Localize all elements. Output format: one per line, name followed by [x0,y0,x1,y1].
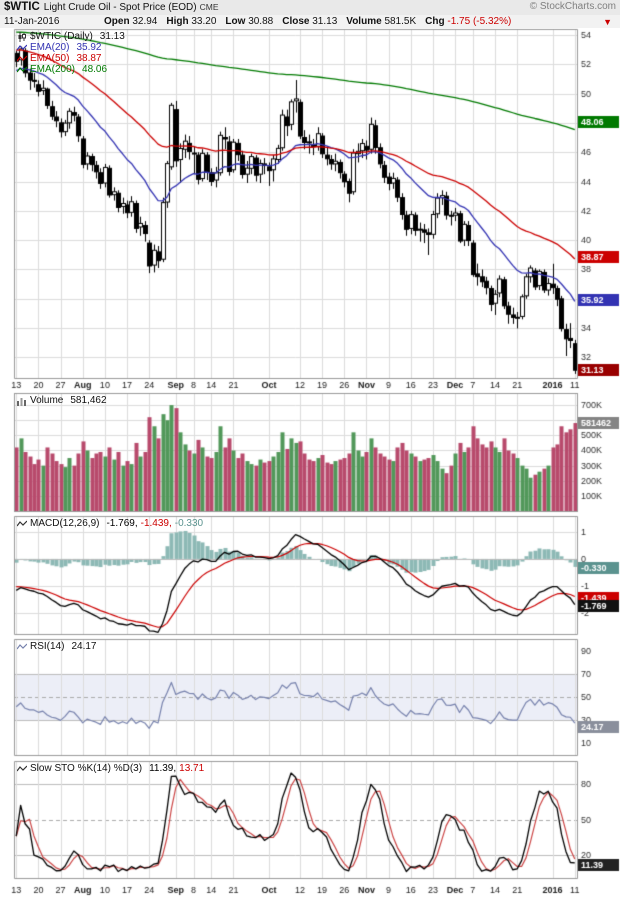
rsi-value: 24.17 [71,641,97,652]
price-panel-canvas [0,28,620,391]
quote-volume: Volume 581.5K [346,16,417,27]
macd-legend: MACD(12,26,9) -1.769, -1.439, -0.330 [17,518,203,529]
symbol: $WTIC [4,1,40,13]
ema200-legend-row: EMA(200) 48.06 [17,64,125,75]
quote-low: Low 30.88 [225,16,274,27]
quote-open: Open 32.94 [104,16,158,27]
sto-k-value: 11.39, [149,763,177,774]
rsi-line-icon [17,643,27,649]
volume-legend: Volume 581,462 [17,395,107,406]
macd-line-icon [17,520,27,526]
change-down-arrow-icon: ▼ [603,16,612,27]
symbol-name: Light Crude Oil - Spot Price (EOD) [43,2,197,13]
macd-value: -1.769, [106,518,138,529]
volume-panel-canvas [0,392,620,513]
volume-bars-icon [17,397,26,406]
rsi-legend: RSI(14) 24.17 [17,641,96,652]
volume-value: 581,462 [70,395,107,406]
macd-signal-value: -1.439, [140,518,172,529]
ema20-legend-row: EMA(20) 35.92 [17,42,125,53]
rsi-panel-canvas [0,638,620,757]
quote-high: High 33.20 [166,16,217,27]
macd-hist-value: -0.330 [174,518,204,529]
ema50-line-icon [17,55,27,61]
quote-change: Chg -1.75 (-5.32%) [425,16,512,27]
stochastic-legend: Slow STO %K(14) %D(3) 11.39, 13.71 [17,763,204,774]
stochastic-line-icon [17,765,27,771]
exchange: CME [199,2,219,12]
price-legend-title-row: $WTIC (Daily) 31.13 [17,31,125,42]
candlestick-icon [18,31,26,42]
ema200-line-icon [17,66,27,72]
macd-panel-canvas [0,515,620,636]
quote-bar: 11-Jan-2016 Open 32.94 High 33.20 Low 30… [0,15,620,28]
price-legend: $WTIC (Daily) 31.13 EMA(20) 35.92 EMA(50) 3… [17,31,125,75]
ema20-line-icon [17,44,27,50]
watermark-link[interactable]: © StockCharts.com [529,1,616,12]
stochastic-panel-canvas [0,760,620,902]
last-price-value: 31.13 [99,31,125,42]
quote-date: 11-Jan-2016 [4,16,60,27]
quote-close: Close 31.13 [282,16,338,27]
chart-header: $WTIC Light Crude Oil - Spot Price (EOD) C… [0,0,620,15]
ema50-legend-row: EMA(50) 38.87 [17,53,125,64]
sto-d-value: 13.71 [179,763,205,774]
